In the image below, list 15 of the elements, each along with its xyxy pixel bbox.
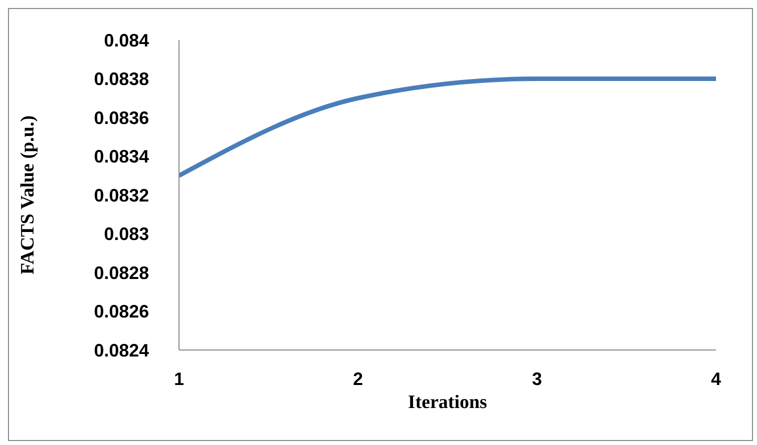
y-tick-label: 0.0834 <box>94 146 149 167</box>
y-tick-label: 0.0832 <box>94 185 149 206</box>
y-tick-label: 0.0826 <box>94 302 149 322</box>
x-tick-label: 1 <box>174 368 184 389</box>
x-axis-title: Iterations <box>408 392 488 413</box>
y-tick-label: 0.083 <box>104 224 149 244</box>
y-tick-label: 0.0824 <box>94 340 149 360</box>
y-tick-label: 0.0836 <box>94 108 149 128</box>
x-tick-label: 3 <box>532 368 542 389</box>
y-axis-title: FACTS Value (p.u.) <box>18 115 39 275</box>
x-tick-label: 4 <box>710 368 722 389</box>
y-tick-label: 0.0828 <box>94 262 149 283</box>
y-tick-label: 0.084 <box>104 30 149 50</box>
y-tick-label: 0.0838 <box>94 69 149 90</box>
x-tick-label: 2 <box>352 368 364 389</box>
